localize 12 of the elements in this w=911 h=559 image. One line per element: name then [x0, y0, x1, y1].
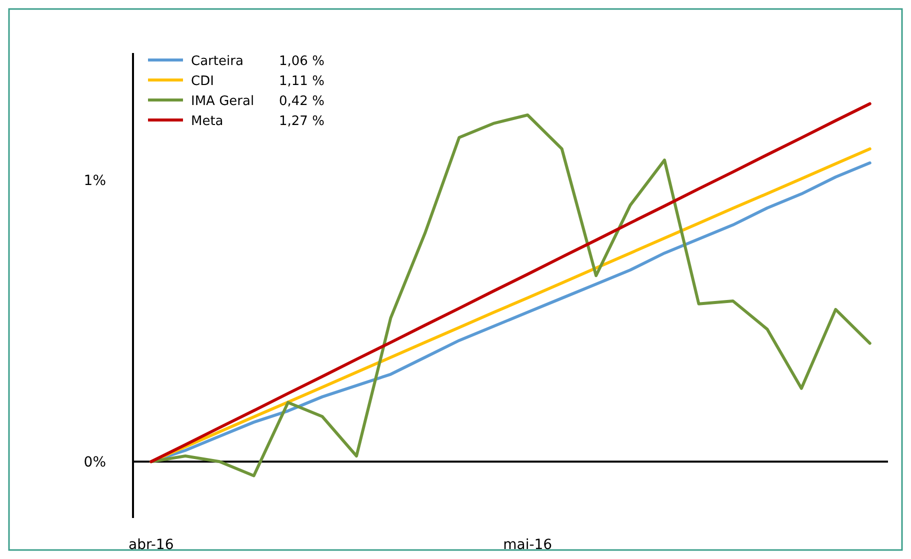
y-tick-label: 1% [84, 172, 106, 189]
annotation: 1,27 % [279, 114, 324, 129]
legend-label: Meta [191, 114, 224, 129]
legend-label: CDI [191, 74, 214, 89]
annotation: 1,06 % [279, 54, 324, 69]
annotation: 0,42 % [279, 94, 324, 109]
x-tick-label: mai-16 [503, 537, 552, 553]
x-tick-label: abr-16 [128, 537, 174, 553]
legend-label: IMA Geral [191, 94, 254, 109]
legend-label: Carteira [191, 54, 244, 69]
y-tick-label: 0% [84, 454, 106, 471]
annotation: 1,11 % [279, 74, 324, 89]
